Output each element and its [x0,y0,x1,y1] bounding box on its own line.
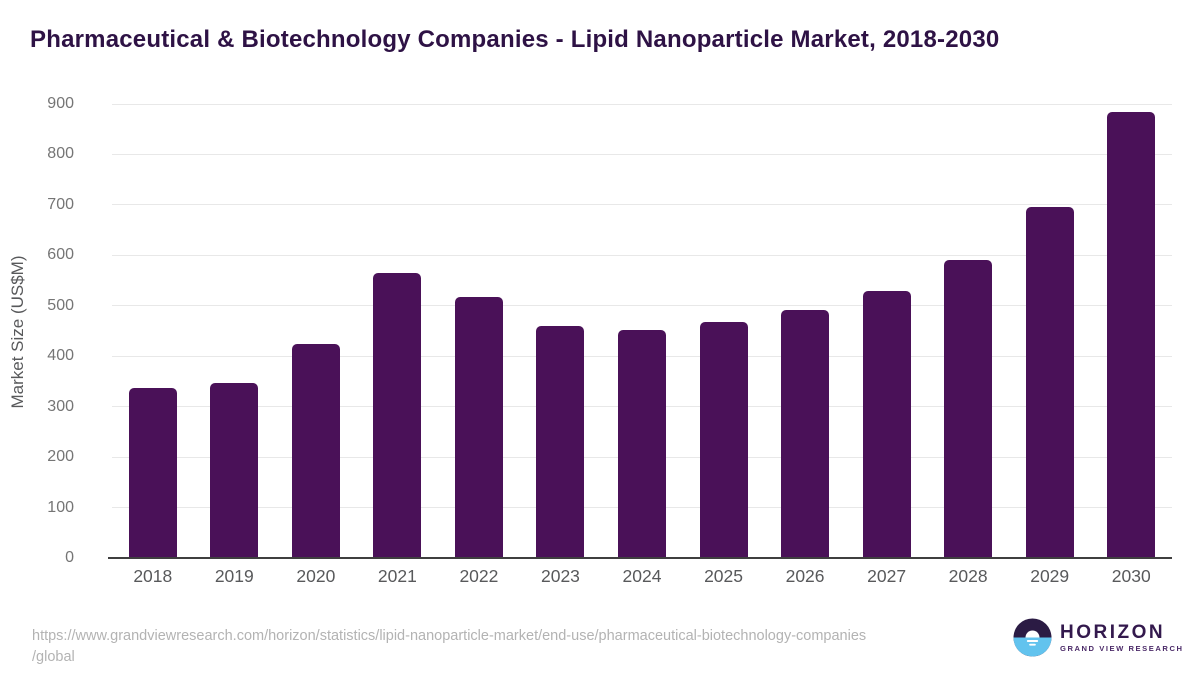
y-tick-label-300: 300 [47,397,74,415]
x-tick-label-2022: 2022 [459,566,499,586]
bar-2026 [781,309,830,558]
x-tick-label-2030: 2030 [1111,566,1151,586]
source-url-line1: https://www.grandviewresearch.com/horizo… [32,628,867,644]
source-url-line2: /global [32,649,75,665]
bar-2020 [291,343,340,558]
bar-2030 [1107,112,1156,558]
x-tick-label-2025: 2025 [704,566,743,586]
bar-2027 [862,290,911,558]
gridline-800 [112,153,1172,155]
horizon-logo: HORIZON GRAND VIEW RESEARCH [1013,618,1184,657]
source-url: https://www.grandviewresearch.com/horizo… [32,626,866,668]
y-tick-label-400: 400 [47,347,74,365]
bar-2025 [699,321,748,558]
gridline-600 [112,254,1172,256]
bar-2019 [210,382,259,558]
chart-title: Pharmaceutical & Biotechnology Companies… [30,26,1000,53]
x-tick-label-2019: 2019 [214,566,254,586]
x-tick-label-2024: 2024 [622,566,662,586]
bar-2028 [944,260,993,558]
x-tick-label-2023: 2023 [540,566,580,586]
bar-2023 [536,325,585,558]
x-tick-label-2027: 2027 [867,566,907,586]
bar-2018 [128,388,177,558]
x-tick-label-2021: 2021 [377,566,417,586]
x-tick-label-2026: 2026 [785,566,825,586]
bar-2024 [618,330,666,558]
y-tick-label-100: 100 [47,498,74,516]
y-tick-label-200: 200 [47,448,74,466]
x-tick-label-2029: 2029 [1030,566,1070,586]
x-tick-label-2020: 2020 [296,566,336,586]
y-tick-label-600: 600 [47,246,74,264]
horizon-sunrise-icon [1013,618,1052,657]
y-tick-label-700: 700 [47,195,74,213]
y-tick-label-800: 800 [47,145,74,163]
y-tick-label-500: 500 [47,296,74,314]
x-tick-label-2018: 2018 [133,566,173,586]
x-tick-label-2028: 2028 [948,566,988,586]
bar-2021 [373,272,422,558]
y-axis-title: Market Size (US$M) [8,255,27,409]
bar-2029 [1025,206,1074,558]
gridline-900 [112,103,1172,105]
x-axis-line [108,557,1172,559]
bar-2022 [454,296,503,558]
gridline-700 [112,204,1172,206]
bar-chart-plot-area: 0 100 200 300 400 500 600 700 800 900 2018 2019 202… [47,96,1172,586]
logo-text: HORIZON GRAND VIEW RESEARCH [1060,621,1184,653]
logo-name: HORIZON [1060,621,1166,643]
logo-subtitle: GRAND VIEW RESEARCH [1060,643,1184,653]
gridline-500 [112,305,1172,307]
y-tick-label-900: 900 [47,95,74,112]
y-tick-label-0: 0 [65,549,74,566]
